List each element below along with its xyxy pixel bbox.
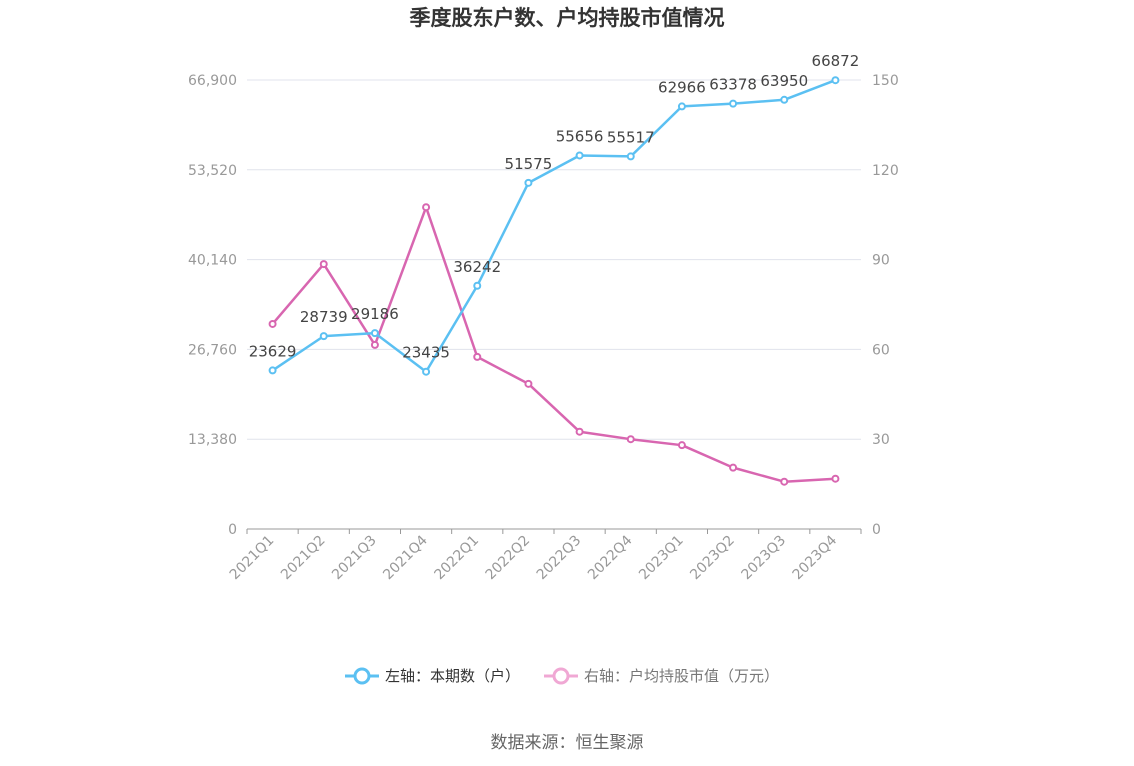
right-series-point[interactable] [626, 435, 635, 444]
y-right-tick-label: 60 [872, 342, 890, 358]
x-tick-label: 2021Q2 [278, 533, 329, 584]
left-series-point[interactable] [831, 76, 840, 85]
left-series-point[interactable] [473, 281, 482, 290]
data-label: 55656 [556, 127, 604, 145]
right-series-point[interactable] [780, 477, 789, 486]
y-left-tick-label: 40,140 [188, 253, 237, 269]
data-label: 55517 [607, 128, 655, 146]
source-note: 数据来源：恒生聚源 [491, 733, 644, 753]
left-series-point[interactable] [370, 329, 379, 338]
y-left-tick-label: 13,380 [188, 432, 237, 448]
x-tick-label: 2023Q2 [687, 533, 738, 584]
left-series-point[interactable] [626, 152, 635, 161]
data-label: 23435 [402, 344, 450, 362]
x-tick-label: 2022Q3 [534, 533, 585, 584]
data-label: 36242 [453, 258, 501, 276]
left-series-point[interactable] [319, 332, 328, 341]
x-tick-label: 2021Q4 [380, 532, 431, 583]
x-tick-label: 2023Q3 [738, 533, 789, 584]
axes: 0 0 13,380 30 26,760 60 40,140 90 53,520 120 66,90… [188, 73, 899, 583]
data-label: 63950 [760, 72, 808, 90]
legend-label: 左轴：本期数（户） [385, 667, 520, 685]
right-series-point[interactable] [524, 379, 533, 388]
right-series-point[interactable] [473, 352, 482, 361]
y-right-tick-label: 150 [872, 73, 899, 89]
x-tick-label: 2022Q4 [585, 532, 636, 583]
left-series-line [271, 79, 836, 373]
x-tick-label: 2023Q1 [636, 533, 687, 584]
right-series-point[interactable] [729, 463, 738, 472]
legend[interactable]: 左轴：本期数（户） 右轴：户均持股市值（万元） [345, 667, 779, 685]
left-series-point[interactable] [422, 367, 431, 376]
left-series-point[interactable] [780, 95, 789, 104]
left-series-point[interactable] [729, 99, 738, 108]
x-tick-label: 2021Q3 [329, 533, 380, 584]
legend-label: 右轴：户均持股市值（万元） [584, 667, 779, 685]
left-series-point[interactable] [677, 102, 686, 111]
right-series-point[interactable] [677, 441, 686, 450]
series-lines [268, 76, 840, 486]
right-series-point[interactable] [370, 340, 379, 349]
y-right-tick-label: 90 [872, 253, 890, 269]
y-left-tick-label: 53,520 [188, 163, 237, 179]
right-series-line [271, 205, 836, 483]
data-label: 29186 [351, 305, 399, 323]
y-left-tick-label: 66,900 [188, 73, 237, 89]
grid-lines [247, 79, 861, 440]
legend-marker-icon [552, 667, 570, 685]
y-right-tick-label: 30 [872, 432, 890, 448]
y-left-tick-label: 0 [228, 522, 237, 538]
y-left-tick-label: 26,760 [188, 342, 237, 358]
data-label: 28739 [300, 308, 348, 326]
x-tick-label: 2022Q1 [431, 533, 482, 584]
right-series-point[interactable] [575, 427, 584, 436]
chart-title: 季度股东户数、户均持股市值情况 [410, 6, 725, 30]
data-label: 23629 [249, 342, 297, 360]
x-tick-label: 2023Q4 [790, 532, 841, 583]
legend-item-left[interactable]: 左轴：本期数（户） [345, 667, 520, 685]
left-series-point[interactable] [575, 151, 584, 160]
right-series-point[interactable] [268, 319, 277, 328]
data-label: 63378 [709, 76, 757, 94]
x-tick-label: 2022Q2 [483, 533, 534, 584]
y-right-tick-label: 120 [872, 163, 899, 179]
right-series-point[interactable] [422, 203, 431, 212]
x-tick-label: 2021Q1 [227, 533, 278, 584]
data-label: 51575 [505, 155, 553, 173]
left-series-point[interactable] [268, 366, 277, 375]
data-label: 66872 [812, 52, 860, 70]
legend-item-right[interactable]: 右轴：户均持股市值（万元） [544, 667, 779, 685]
right-series-point[interactable] [831, 474, 840, 483]
right-series-point[interactable] [319, 260, 328, 269]
y-right-tick-label: 0 [872, 522, 881, 538]
left-series-point[interactable] [524, 178, 533, 187]
data-label: 62966 [658, 78, 706, 96]
legend-marker-icon [353, 667, 371, 685]
